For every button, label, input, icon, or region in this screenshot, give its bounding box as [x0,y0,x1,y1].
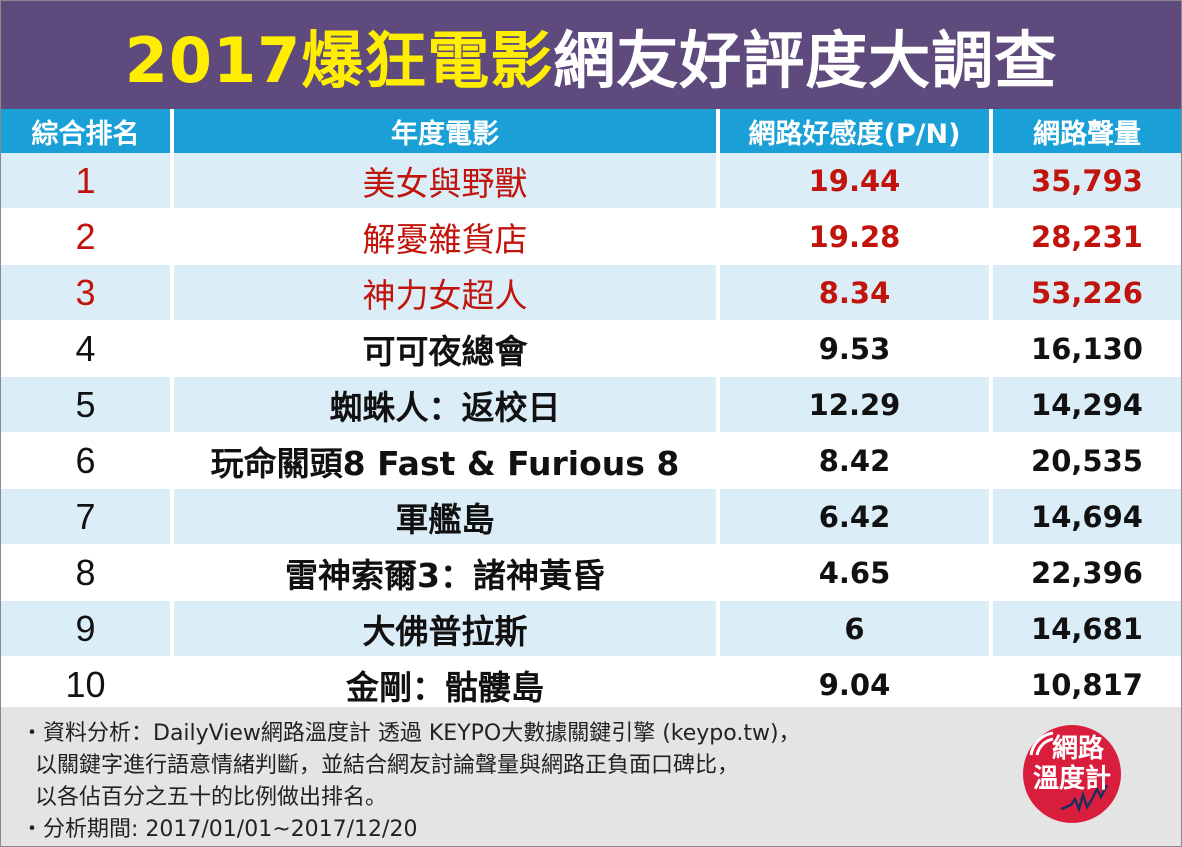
rank-cell: 1 [1,153,172,209]
movie-title-cell: 神力女超人 [170,264,718,321]
movie-title-cell: 蜘蛛人：返校日 [170,376,718,433]
table-row: 6 玩命關頭8 Fast & Furious 8 8.42 20,535 [1,432,1181,489]
rank-cell: 3 [1,264,172,321]
ranking-table: 綜合排名 年度電影 網路好感度(P/N) 網路聲量 1 美女與野獸 19.44 35,… [1,109,1181,713]
rank-cell: 4 [1,320,172,377]
volume-cell: 35,793 [989,153,1181,209]
table-row: 9 大佛普拉斯 6 14,681 [1,600,1181,657]
header-volume: 網路聲量 [989,109,1181,153]
pn-ratio-cell: 8.42 [716,432,991,489]
table-row: 1 美女與野獸 19.44 35,793 [1,153,1181,209]
pn-ratio-cell: 19.28 [716,208,991,265]
pn-ratio-cell: 12.29 [716,376,991,433]
table-header-row: 綜合排名 年度電影 網路好感度(P/N) 網路聲量 [1,109,1181,153]
rank-cell: 7 [1,488,172,545]
table-row: 7 軍艦島 6.42 14,694 [1,488,1181,545]
volume-cell: 14,294 [989,376,1181,433]
table-row: 3 神力女超人 8.34 53,226 [1,264,1181,321]
note-line-1: ・資料分析：DailyView網路溫度計 透過 KEYPO大數據關鍵引擎 (ke… [21,721,801,746]
movie-title-cell: 美女與野獸 [170,153,718,209]
logo-wave-icon [1029,731,1109,813]
ranking-table-body: 1 美女與野獸 19.44 35,793 2 解憂雜貨店 19.28 28,231 3 神力女超人… [1,153,1181,713]
volume-cell: 10,817 [989,656,1181,713]
note-line-3: 以各佔百分之五十的比例做出排名。 [35,785,388,810]
table-row: 4 可可夜總會 9.53 16,130 [1,320,1181,377]
rank-cell: 2 [1,208,172,265]
rank-cell: 5 [1,376,172,433]
notes-panel: ・資料分析：DailyView網路溫度計 透過 KEYPO大數據關鍵引擎 (ke… [1,707,1181,846]
rank-cell: 8 [1,544,172,601]
volume-cell: 22,396 [989,544,1181,601]
volume-cell: 20,535 [989,432,1181,489]
title-highlight: 2017爆狂電影 [124,24,554,97]
table-row: 5 蜘蛛人：返校日 12.29 14,294 [1,376,1181,433]
note-line-4: ・分析期間: 2017/01/01~2017/12/20 [21,817,418,842]
logo-text-line-1: 網路 [1051,734,1104,764]
volume-cell: 14,694 [989,488,1181,545]
table-row: 8 雷神索爾3：諸神黃昏 4.65 22,396 [1,544,1181,601]
rank-cell: 6 [1,432,172,489]
volume-cell: 53,226 [989,264,1181,321]
table-row: 10 金剛：骷髏島 9.04 10,817 [1,656,1181,713]
movie-title-cell: 大佛普拉斯 [170,600,718,657]
pn-ratio-cell: 4.65 [716,544,991,601]
pn-ratio-cell: 6.42 [716,488,991,545]
rank-cell: 10 [1,656,172,713]
table-row: 2 解憂雜貨店 19.28 28,231 [1,208,1181,265]
pn-ratio-cell: 19.44 [716,153,991,209]
pn-ratio-cell: 9.04 [716,656,991,713]
volume-cell: 14,681 [989,600,1181,657]
pn-ratio-cell: 8.34 [716,264,991,321]
note-line-2: 以關鍵字進行語意情緒判斷，並結合網友討論聲量與網路正負面口碑比， [35,753,740,778]
header-rank: 綜合排名 [1,109,172,153]
movie-title-cell: 金剛：骷髏島 [170,656,718,713]
movie-title-cell: 軍艦島 [170,488,718,545]
title-banner: 2017爆狂電影 網友好評度大調查 [1,1,1181,109]
movie-title-cell: 解憂雜貨店 [170,208,718,265]
header-movie: 年度電影 [170,109,718,153]
logo-text-line-2: 溫度計 [1032,764,1111,794]
movie-title-cell: 可可夜總會 [170,320,718,377]
header-pn-ratio: 網路好感度(P/N) [716,109,991,153]
pn-ratio-cell: 9.53 [716,320,991,377]
dailyview-logo: 網路 溫度計 [1023,725,1121,823]
volume-cell: 28,231 [989,208,1181,265]
volume-cell: 16,130 [989,320,1181,377]
movie-title-cell: 玩命關頭8 Fast & Furious 8 [170,432,718,489]
rank-cell: 9 [1,600,172,657]
title-rest: 網友好評度大調查 [553,24,1058,97]
pn-ratio-cell: 6 [716,600,991,657]
movie-title-cell: 雷神索爾3：諸神黃昏 [170,544,718,601]
